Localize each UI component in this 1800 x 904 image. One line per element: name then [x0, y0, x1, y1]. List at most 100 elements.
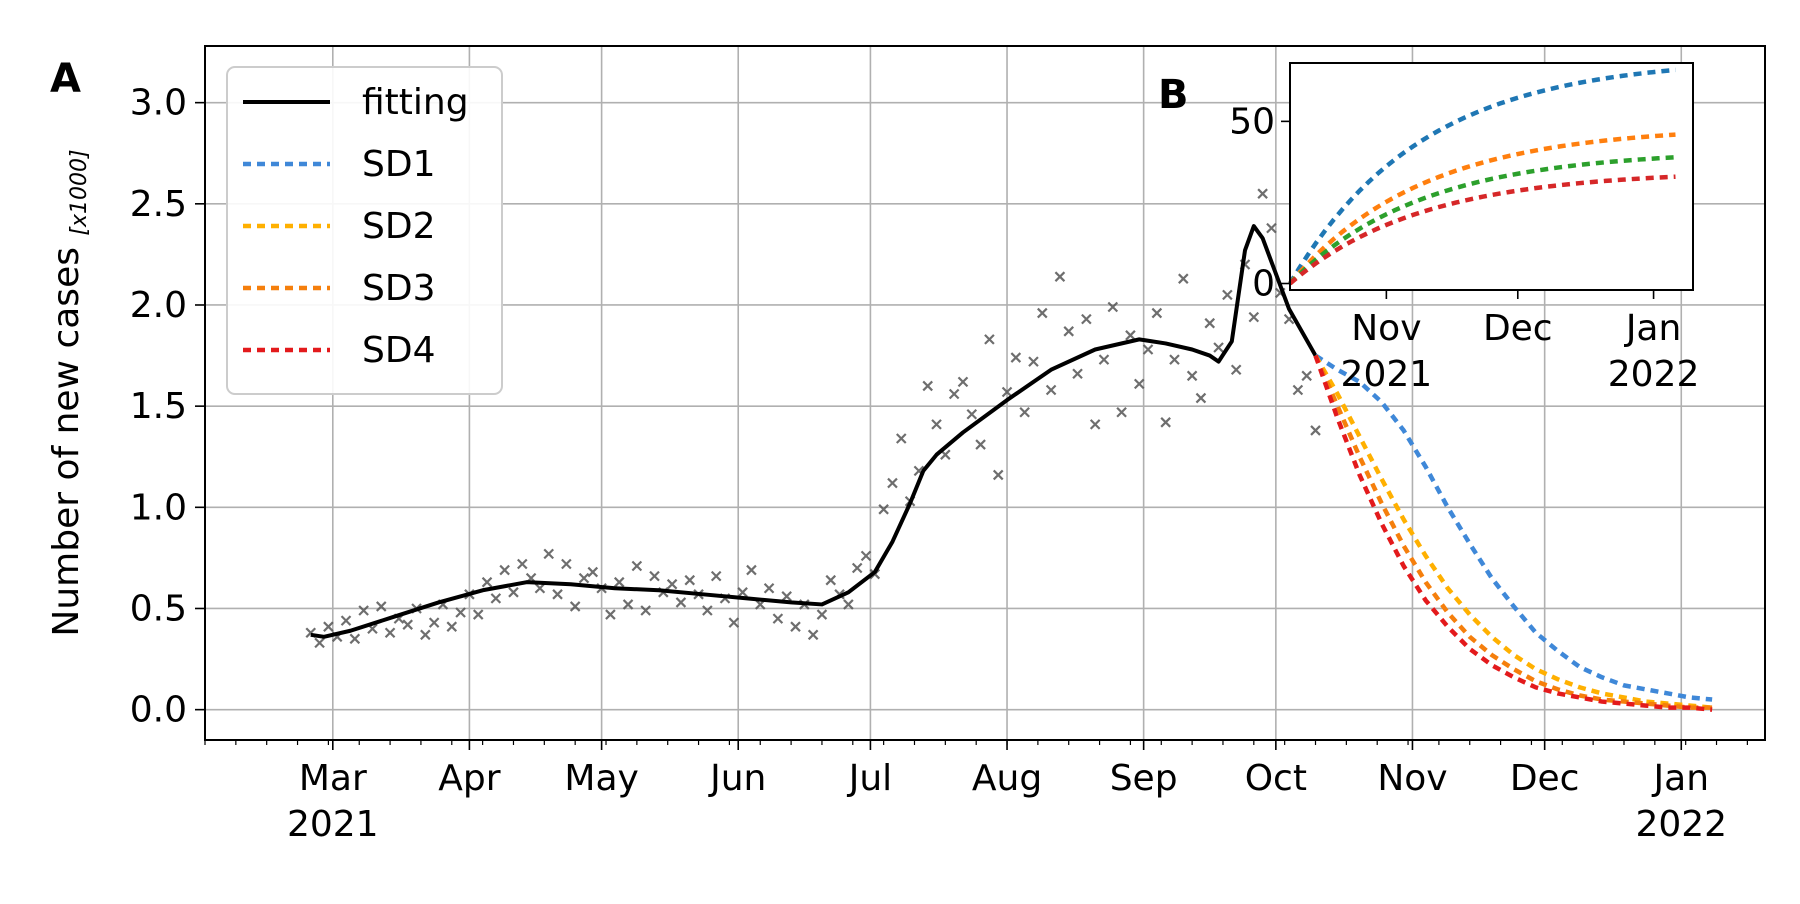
scatter-point [851, 562, 863, 574]
scatter-point [490, 593, 502, 604]
scatter-point [860, 550, 872, 562]
scatter-point [1301, 370, 1312, 382]
x-tick-label: Nov [1377, 758, 1447, 799]
scatter-point [684, 574, 696, 586]
y-axis-label-text: Number of new cases [46, 236, 87, 637]
scatter-point [446, 621, 458, 632]
inset-x-tick-year-label: 2022 [1608, 354, 1700, 395]
y-tick-label: 2.0 [130, 285, 187, 326]
panel-b: Nov 2021 Dec Jan 2022 0 50 B [1158, 62, 1700, 395]
scatter-point [428, 617, 440, 628]
scatter-point [1248, 311, 1260, 323]
scatter-point [1257, 188, 1268, 199]
y-tick-label: 0.5 [130, 588, 187, 629]
x-tick-label: Mar [299, 758, 367, 799]
x-tick-year-label: 2022 [1635, 804, 1727, 845]
scatter-point [1019, 406, 1030, 418]
scatter-point [887, 477, 898, 489]
scatter-point [984, 334, 995, 345]
inset-y-tick-label: 0 [1252, 264, 1275, 305]
scatter-point [631, 560, 643, 572]
scatter-point [772, 613, 784, 624]
legend-label-fitting: fitting [362, 82, 469, 123]
scatter-point [702, 605, 713, 616]
scatter-point [384, 627, 396, 639]
inset-y-tick-label: 50 [1229, 101, 1275, 142]
scatter-point [1045, 384, 1057, 396]
x-tick-label: Jan [1652, 758, 1710, 799]
scatter-point [1169, 354, 1180, 365]
scatter-point [1072, 368, 1083, 380]
scatter-point [552, 589, 563, 600]
scatter-point [517, 558, 528, 570]
scatter-point [1125, 330, 1136, 341]
scatter-point [1178, 273, 1189, 284]
series-line-sd4 [1313, 354, 1713, 712]
scatter-point [375, 601, 387, 612]
legend-label-sd2: SD2 [362, 206, 435, 247]
scatter-point [1010, 352, 1022, 363]
scatter-point [340, 615, 352, 626]
series-line-fitting [310, 224, 1318, 639]
scatter-point [481, 576, 493, 588]
scatter-point [763, 582, 775, 594]
inset-x-tick-label: Nov [1351, 308, 1421, 349]
scatter-point [1310, 425, 1321, 436]
scatter-point [1028, 356, 1039, 367]
scatter-point [1116, 406, 1127, 418]
series-line-sd1 [1314, 353, 1713, 702]
scatter-point [578, 572, 590, 584]
scatter-point [1204, 317, 1216, 329]
series-line-sd2 [1313, 354, 1713, 710]
panel-b-x-ticks: Nov 2021 Dec Jan 2022 [1341, 290, 1700, 395]
scatter-point [1037, 307, 1048, 319]
scatter-point [1292, 384, 1304, 396]
inset-series-line-4 [1288, 174, 1676, 286]
scatter-point [455, 607, 466, 618]
y-tick-label: 1.5 [130, 386, 187, 427]
scatter-point [1195, 392, 1207, 404]
scatter-point [543, 548, 555, 560]
y-tick-label: 1.0 [130, 487, 187, 528]
scatter-point [605, 609, 616, 620]
scatter-point [1133, 378, 1145, 390]
panel-label-a: A [50, 56, 81, 102]
scatter-point [1098, 354, 1110, 365]
scatter-point [675, 597, 687, 608]
scatter-point [746, 564, 757, 576]
x-tick-label: Sep [1110, 758, 1178, 799]
scatter-point [587, 566, 599, 578]
scatter-point [931, 419, 942, 430]
scatter-point [1222, 289, 1233, 301]
scatter-point [1089, 419, 1101, 430]
y-axis-label: Number of new cases [x1000] [46, 149, 92, 636]
scatter-point [966, 408, 978, 420]
scatter-point [508, 587, 519, 598]
scatter-point [922, 380, 933, 392]
scatter-point [975, 439, 986, 450]
x-tick-label: Apr [438, 758, 500, 799]
scatter-point [349, 633, 361, 645]
scatter-point [710, 570, 722, 582]
scatter-point [314, 637, 325, 649]
scatter-point [1063, 326, 1075, 337]
legend: fitting SD1 SD2 SD3 SD4 [226, 66, 503, 395]
inset-x-tick-label: Dec [1483, 308, 1553, 349]
x-tick-label: Aug [972, 758, 1042, 799]
panel-label-b: B [1158, 72, 1189, 118]
panel-b-frame [1289, 62, 1694, 291]
scatter-point [1081, 313, 1092, 325]
scatter-point [666, 578, 678, 590]
scatter-point [499, 564, 510, 576]
scatter-point [420, 629, 431, 641]
scatter-point [790, 621, 801, 632]
panel-a: Mar 2021 Apr May Jun Jul Aug Sep Oct Nov Dec Jan 202… [46, 45, 1766, 845]
scatter-point [561, 558, 572, 570]
x-tick-label: Oct [1245, 758, 1307, 799]
scatter-point [640, 605, 651, 616]
panel-a-y-ticks: 0.0 0.5 1.0 1.5 2.0 2.5 3.0 [130, 83, 205, 731]
scatter-point [825, 574, 837, 586]
scatter-point [402, 619, 413, 630]
legend-box [226, 66, 503, 395]
